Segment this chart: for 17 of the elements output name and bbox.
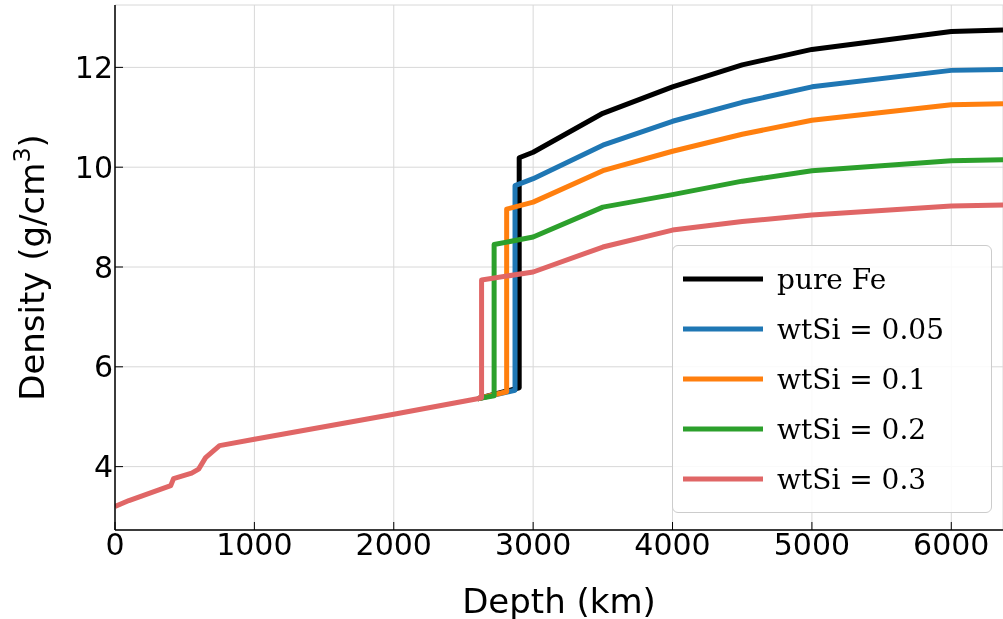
x-tick-label: 1000 <box>216 527 293 563</box>
y-tick-label: 12 <box>74 50 113 86</box>
legend-label: wtSi = 0.05 <box>777 312 944 346</box>
legend-label: wtSi = 0.2 <box>777 412 927 446</box>
x-tick-label: 0 <box>105 527 125 563</box>
x-tick-label: 3000 <box>494 527 572 563</box>
legend-label: wtSi = 0.1 <box>777 362 927 396</box>
x-tick-label: 4000 <box>634 527 711 563</box>
y-tick-label: 6 <box>93 349 113 385</box>
x-tick-label: 6000 <box>913 527 990 563</box>
legend-label: pure Fe <box>777 262 887 296</box>
y-tick-label: 4 <box>93 449 113 485</box>
x-tick-label: 5000 <box>773 527 851 563</box>
x-tick-label: 2000 <box>355 527 432 563</box>
y-tick-label: 8 <box>93 249 113 285</box>
legend-label: wtSi = 0.3 <box>777 462 927 496</box>
y-tick-label: 10 <box>74 149 113 185</box>
